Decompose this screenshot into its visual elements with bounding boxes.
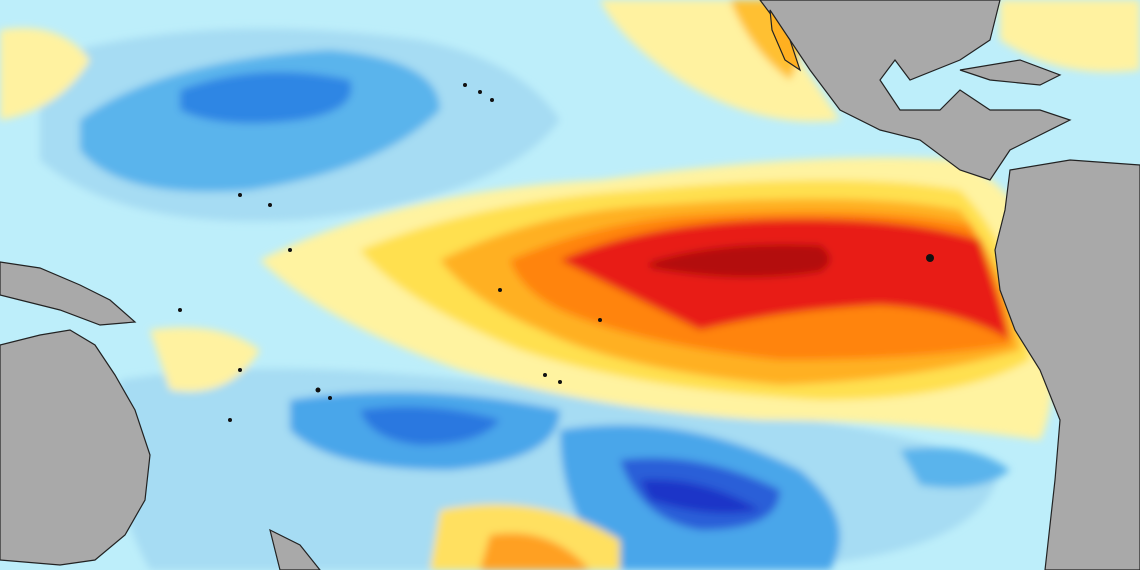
warm-anomaly: [480, 533, 590, 570]
cold-anomaly: [180, 72, 352, 124]
island: [288, 248, 292, 252]
island: [463, 83, 467, 87]
island: [598, 318, 602, 322]
island: [498, 288, 502, 292]
island: [490, 98, 494, 102]
gulf: [769, 9, 802, 72]
island: [238, 368, 242, 372]
island: [268, 203, 272, 207]
island: [178, 308, 182, 312]
island: [478, 90, 482, 94]
cuba: [959, 59, 1062, 86]
warm-anomaly: [1000, 0, 1140, 72]
hot-anomaly: [560, 219, 1010, 340]
warm-anomaly: [150, 327, 260, 392]
cold-anomaly: [640, 479, 760, 514]
islands: [178, 83, 934, 422]
island: [238, 193, 242, 197]
hot-anomaly: [650, 244, 830, 278]
island: [926, 254, 934, 262]
island: [543, 373, 547, 377]
island: [328, 396, 332, 400]
cold-anomaly: [360, 406, 500, 445]
new-guinea: [0, 261, 137, 326]
island: [315, 387, 321, 393]
cold-anomaly: [900, 447, 1010, 488]
mexico-central-america: [759, 0, 1072, 181]
australia: [0, 329, 151, 566]
warm-anomaly: [0, 28, 90, 120]
south-america: [994, 159, 1140, 570]
island: [558, 380, 562, 384]
island: [228, 418, 232, 422]
new-zealand: [269, 528, 321, 570]
